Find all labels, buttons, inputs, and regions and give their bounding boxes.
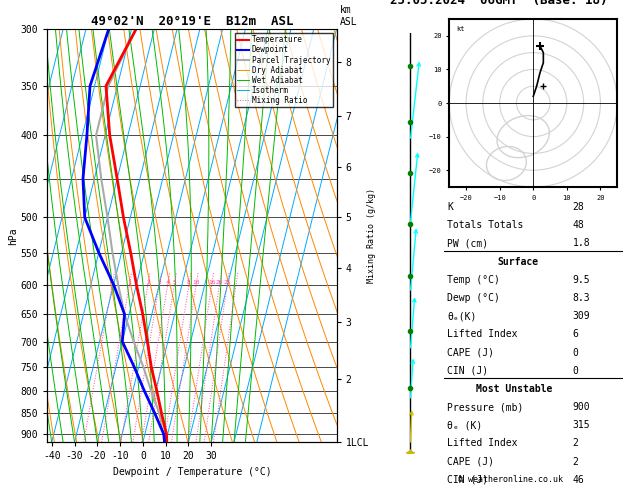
Text: 2: 2	[572, 438, 579, 449]
Text: 8: 8	[187, 279, 191, 285]
Text: 2: 2	[146, 279, 150, 285]
Text: PW (cm): PW (cm)	[447, 238, 489, 248]
Text: 0: 0	[572, 347, 579, 358]
Text: 16: 16	[208, 279, 216, 285]
Text: 8.3: 8.3	[572, 293, 590, 303]
Text: km
ASL: km ASL	[340, 5, 357, 27]
Text: Pressure (mb): Pressure (mb)	[447, 402, 524, 412]
Text: Totals Totals: Totals Totals	[447, 220, 524, 230]
Text: 2: 2	[572, 457, 579, 467]
Text: Surface: Surface	[498, 257, 538, 266]
Text: 4: 4	[166, 279, 170, 285]
X-axis label: Dewpoint / Temperature (°C): Dewpoint / Temperature (°C)	[113, 467, 271, 477]
Text: K: K	[447, 202, 454, 212]
Text: Dewp (°C): Dewp (°C)	[447, 293, 500, 303]
Text: 10: 10	[192, 279, 200, 285]
Text: kt: kt	[456, 26, 464, 32]
Text: 315: 315	[572, 420, 590, 430]
Text: 9.5: 9.5	[572, 275, 590, 285]
Text: Mixing Ratio (g/kg): Mixing Ratio (g/kg)	[367, 188, 376, 283]
Text: 28: 28	[572, 202, 584, 212]
Text: θₑ(K): θₑ(K)	[447, 311, 477, 321]
Text: 309: 309	[572, 311, 590, 321]
Text: CAPE (J): CAPE (J)	[447, 347, 494, 358]
Text: Lifted Index: Lifted Index	[447, 438, 518, 449]
Y-axis label: hPa: hPa	[8, 227, 18, 244]
Text: 48: 48	[572, 220, 584, 230]
Text: 900: 900	[572, 402, 590, 412]
Text: CIN (J): CIN (J)	[447, 475, 489, 485]
Text: 1.8: 1.8	[572, 238, 590, 248]
Text: 20: 20	[216, 279, 223, 285]
Text: CAPE (J): CAPE (J)	[447, 457, 494, 467]
Text: Temp (°C): Temp (°C)	[447, 275, 500, 285]
Text: 25: 25	[223, 279, 231, 285]
Text: Lifted Index: Lifted Index	[447, 330, 518, 339]
Text: 6: 6	[572, 330, 579, 339]
Text: 0: 0	[572, 365, 579, 376]
Text: 5: 5	[172, 279, 176, 285]
Text: 3: 3	[157, 279, 161, 285]
Text: CIN (J): CIN (J)	[447, 365, 489, 376]
Title: 49°02'N  20°19'E  B12m  ASL: 49°02'N 20°19'E B12m ASL	[91, 15, 293, 28]
Text: Most Unstable: Most Unstable	[476, 384, 552, 394]
Legend: Temperature, Dewpoint, Parcel Trajectory, Dry Adiabat, Wet Adiabat, Isotherm, Mi: Temperature, Dewpoint, Parcel Trajectory…	[235, 33, 333, 107]
Text: 1: 1	[128, 279, 131, 285]
Text: 25.05.2024  06GMT  (Base: 18): 25.05.2024 06GMT (Base: 18)	[390, 0, 607, 7]
Text: © weatheronline.co.uk: © weatheronline.co.uk	[459, 474, 564, 484]
Text: 46: 46	[572, 475, 584, 485]
Text: θₑ (K): θₑ (K)	[447, 420, 482, 430]
